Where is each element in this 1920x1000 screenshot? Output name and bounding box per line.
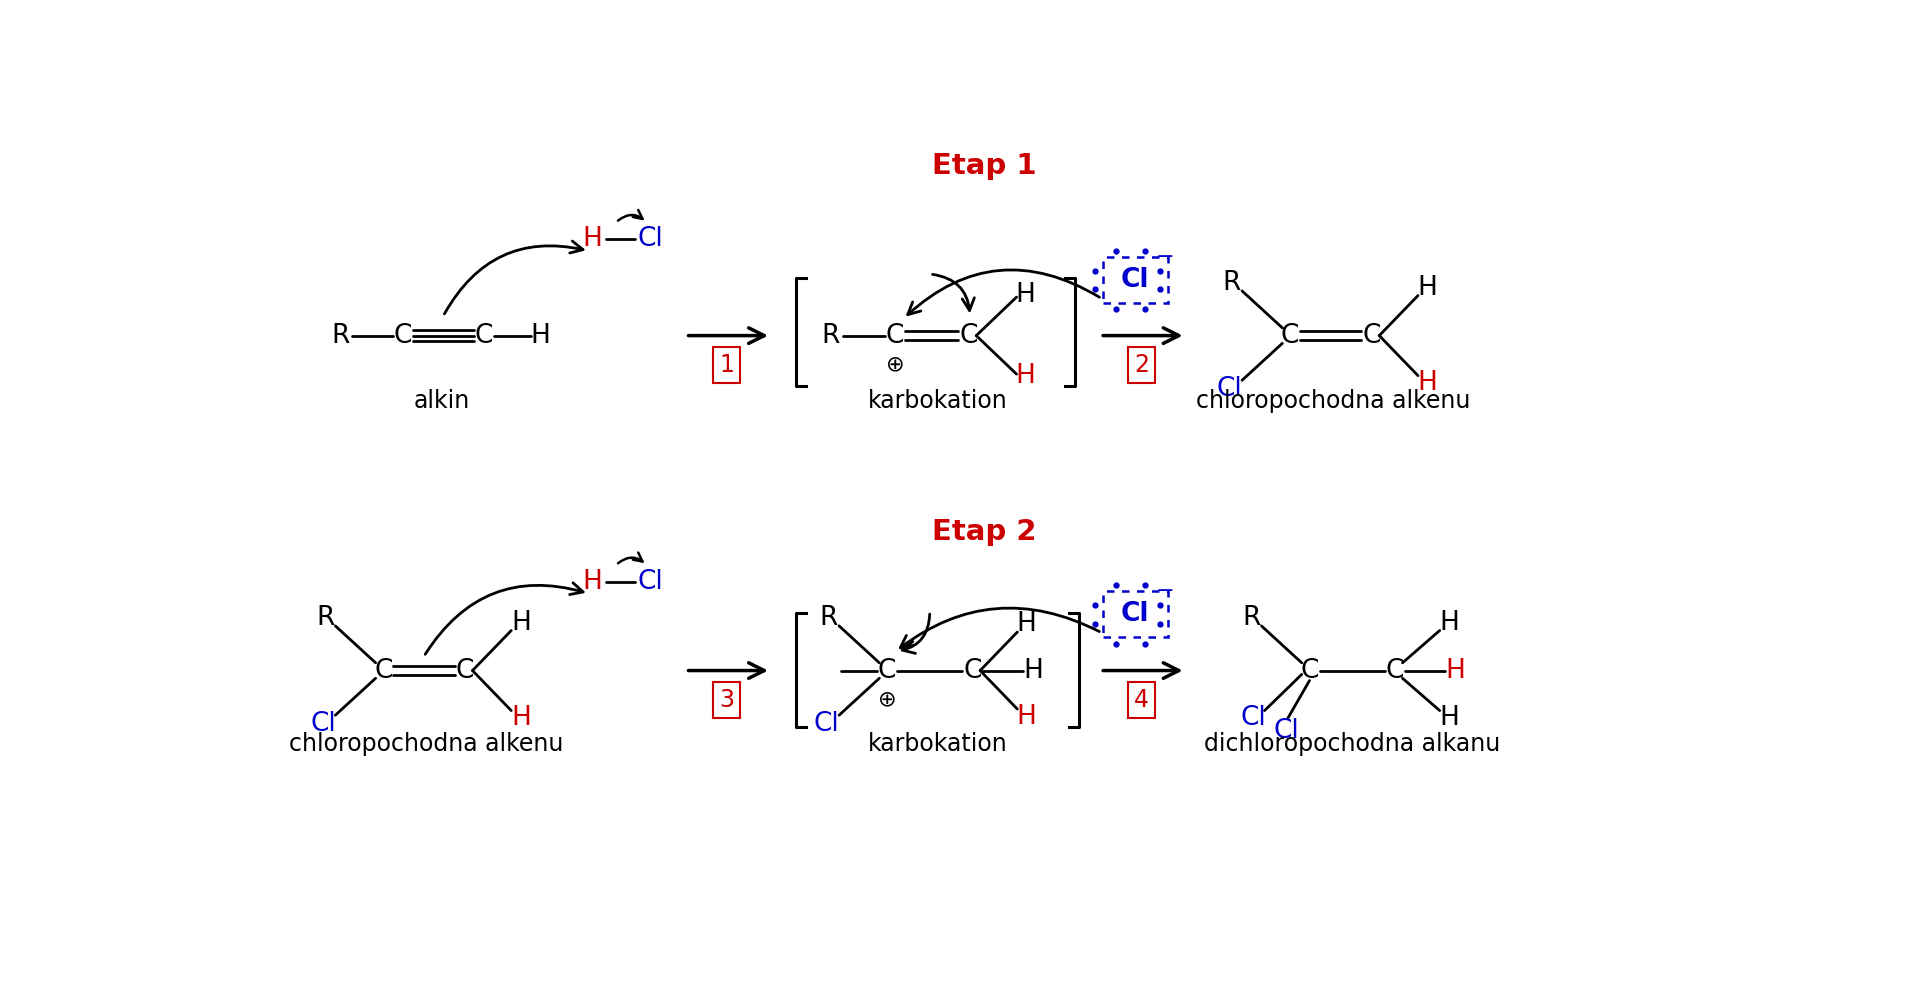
Text: R: R (1223, 270, 1240, 296)
Text: C: C (394, 323, 413, 349)
Text: R: R (1242, 605, 1261, 631)
Text: 2: 2 (1135, 353, 1148, 377)
Text: 4: 4 (1135, 688, 1148, 712)
Text: C: C (374, 658, 392, 684)
Text: H: H (511, 705, 532, 731)
Text: C: C (885, 323, 904, 349)
Text: karbokation: karbokation (868, 732, 1008, 756)
Text: C: C (964, 658, 981, 684)
Text: −: − (1156, 247, 1173, 267)
Text: C: C (1386, 658, 1404, 684)
Text: H: H (582, 569, 603, 595)
Text: Cl: Cl (1273, 718, 1300, 744)
Text: karbokation: karbokation (868, 389, 1008, 413)
Text: Cl: Cl (1240, 705, 1267, 731)
Text: H: H (1440, 610, 1459, 636)
Text: R: R (820, 605, 839, 631)
Text: C: C (455, 658, 474, 684)
Text: Etap 1: Etap 1 (931, 152, 1037, 180)
Text: Etap 2: Etap 2 (931, 518, 1037, 546)
Text: Cl: Cl (1121, 267, 1150, 293)
Text: chloropochodna alkenu: chloropochodna alkenu (288, 732, 563, 756)
Text: Cl: Cl (1121, 601, 1150, 627)
Text: Cl: Cl (814, 711, 839, 737)
Text: C: C (1363, 323, 1380, 349)
Text: R: R (332, 323, 349, 349)
Text: C: C (877, 658, 897, 684)
Text: alkin: alkin (413, 389, 470, 413)
Text: 3: 3 (720, 688, 733, 712)
Text: H: H (1016, 363, 1035, 389)
Text: ⊕: ⊕ (877, 690, 897, 710)
Text: C: C (474, 323, 493, 349)
Text: H: H (1016, 282, 1035, 308)
Text: R: R (317, 605, 334, 631)
Text: H: H (1446, 658, 1465, 684)
Text: chloropochodna alkenu: chloropochodna alkenu (1196, 389, 1471, 413)
Text: H: H (1018, 704, 1037, 730)
Text: H: H (1023, 658, 1043, 684)
Text: ⊕: ⊕ (885, 355, 904, 375)
Text: C: C (960, 323, 977, 349)
Text: C: C (1300, 658, 1319, 684)
Text: Cl: Cl (1217, 376, 1242, 402)
Text: H: H (1018, 611, 1037, 637)
Text: H: H (1417, 275, 1438, 301)
Text: R: R (822, 323, 839, 349)
Text: H: H (530, 323, 551, 349)
Text: Cl: Cl (637, 226, 664, 252)
Text: H: H (1417, 370, 1438, 396)
Text: −: − (1156, 581, 1173, 601)
Text: dichloropochodna alkanu: dichloropochodna alkanu (1204, 732, 1500, 756)
Text: C: C (1281, 323, 1300, 349)
Text: Cl: Cl (309, 711, 336, 737)
Text: H: H (1440, 705, 1459, 731)
Text: H: H (511, 610, 532, 636)
Text: Cl: Cl (637, 569, 664, 595)
Text: 1: 1 (720, 353, 733, 377)
Text: H: H (582, 226, 603, 252)
